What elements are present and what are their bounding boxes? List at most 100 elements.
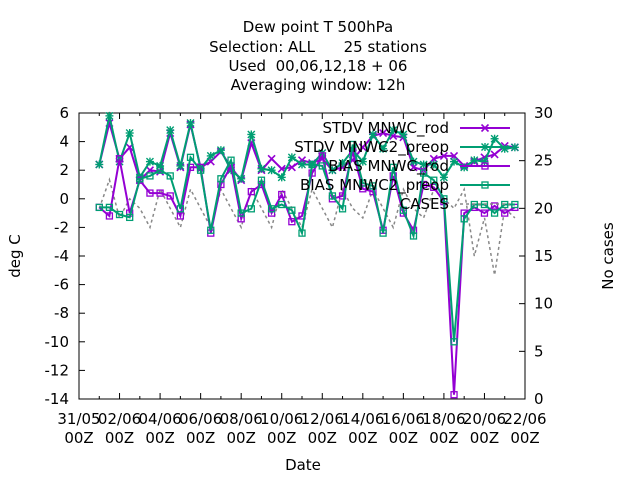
series-cases xyxy=(98,177,516,276)
data-point-x xyxy=(439,151,448,160)
data-point-square xyxy=(318,152,326,160)
y-tick-label: -6 xyxy=(54,276,69,294)
data-point-square xyxy=(288,206,296,214)
data-point-star xyxy=(145,157,154,166)
data-point-star xyxy=(267,166,276,175)
data-point-stroke xyxy=(429,154,438,163)
data-point-square xyxy=(166,172,174,180)
x-tick-label-time: 00Z xyxy=(510,429,539,447)
x-tick-label-time: 00Z xyxy=(145,429,174,447)
data-point-square xyxy=(440,195,448,203)
y-tick-label: 4 xyxy=(59,133,69,151)
y-tick-label: 2 xyxy=(59,161,69,179)
data-point-square xyxy=(450,391,458,399)
data-point-square xyxy=(399,206,408,214)
y-tick-label: -2 xyxy=(54,218,69,236)
legend-label: BIAS MNWC_rod xyxy=(328,157,449,176)
data-point-square xyxy=(490,202,499,210)
y-tick-label: 6 xyxy=(59,104,69,122)
data-point-square xyxy=(470,200,478,209)
data-point-square xyxy=(267,205,276,213)
data-point-square xyxy=(481,162,489,170)
data-point-square xyxy=(105,212,114,220)
data-point-square xyxy=(176,212,185,220)
data-point-square xyxy=(126,213,134,222)
title-line-1: Dew point T 500hPa xyxy=(243,18,393,36)
data-point-square xyxy=(338,205,347,213)
y-tick-label: -8 xyxy=(54,304,69,322)
data-point-x xyxy=(409,163,418,172)
x-tick-label-time: 00Z xyxy=(186,429,215,447)
data-point-square xyxy=(227,156,235,164)
data-point-square xyxy=(288,218,296,226)
data-point-stroke xyxy=(439,151,448,160)
legend-label: CASES xyxy=(400,195,449,213)
data-point-star xyxy=(409,157,418,166)
y-tick-label: 0 xyxy=(59,190,69,208)
data-point-stroke xyxy=(156,167,165,176)
data-point-star xyxy=(368,130,377,139)
x-tick-label: 20/06 xyxy=(463,410,506,428)
data-point-x xyxy=(358,143,367,152)
data-point-star xyxy=(277,173,286,182)
data-point-square xyxy=(379,229,387,237)
data-point-square xyxy=(146,172,154,180)
data-point-square xyxy=(267,209,276,217)
data-point-square xyxy=(196,166,205,174)
data-point-square xyxy=(511,200,519,209)
x-axis-label: Date xyxy=(285,456,321,474)
data-point-square xyxy=(176,205,185,213)
data-point-star xyxy=(450,157,459,166)
y-tick-label: -14 xyxy=(45,390,70,408)
data-point-stroke xyxy=(409,163,418,172)
data-point-square xyxy=(480,200,489,209)
data-point-stroke xyxy=(490,150,499,159)
x-tick-label: 08/06 xyxy=(220,410,263,428)
x-axis-ticks: 31/0500Z02/0600Z04/0600Z06/0600Z08/0600Z… xyxy=(57,113,547,447)
data-point-x xyxy=(379,128,388,138)
x-tick-label: 10/06 xyxy=(260,410,303,428)
x-tick-label: 02/06 xyxy=(98,410,141,428)
x-tick-label-time: 00Z xyxy=(105,429,134,447)
x-tick-label-time: 00Z xyxy=(470,429,499,447)
data-point-stroke xyxy=(480,123,490,133)
data-point-square xyxy=(298,229,306,237)
data-point-square xyxy=(237,209,245,217)
data-point-square xyxy=(419,180,428,189)
data-point-stroke xyxy=(277,164,286,173)
series-line xyxy=(98,115,516,181)
data-point-star xyxy=(176,161,185,170)
data-point-square xyxy=(186,163,195,171)
y-axis-label: deg C xyxy=(6,234,24,278)
chart-title: Dew point T 500hPa Selection: ALL 25 sta… xyxy=(209,18,427,94)
data-point-square xyxy=(166,192,174,200)
y2-tick-label: 5 xyxy=(534,342,544,360)
y2-axis-label: No cases xyxy=(599,222,617,290)
x-tick-label: 16/06 xyxy=(382,410,425,428)
data-point-x xyxy=(267,154,276,163)
x-tick-label-time: 00Z xyxy=(308,429,337,447)
x-tick-label-time: 00Z xyxy=(267,429,296,447)
series-bias-mnwc2-preop xyxy=(95,140,519,346)
data-point-square xyxy=(490,209,499,217)
title-line-2: Selection: ALL 25 stations xyxy=(209,38,427,56)
data-point-square xyxy=(308,160,316,169)
data-point-square xyxy=(105,203,114,212)
x-tick-label: 12/06 xyxy=(301,410,344,428)
data-point-square xyxy=(501,209,509,217)
x-tick-label: 14/06 xyxy=(341,410,384,428)
y-tick-label: -10 xyxy=(45,333,70,351)
data-point-star xyxy=(125,129,134,138)
data-point-stroke xyxy=(358,143,367,152)
data-point-star xyxy=(399,130,408,139)
data-point-stroke xyxy=(379,128,388,138)
data-point-square xyxy=(156,189,164,197)
data-point-square xyxy=(186,153,195,161)
y2-tick-label: 30 xyxy=(534,104,553,122)
data-point-square xyxy=(257,176,266,184)
data-point-square xyxy=(359,179,367,187)
data-point-star xyxy=(510,143,519,152)
data-point-star xyxy=(389,126,398,135)
